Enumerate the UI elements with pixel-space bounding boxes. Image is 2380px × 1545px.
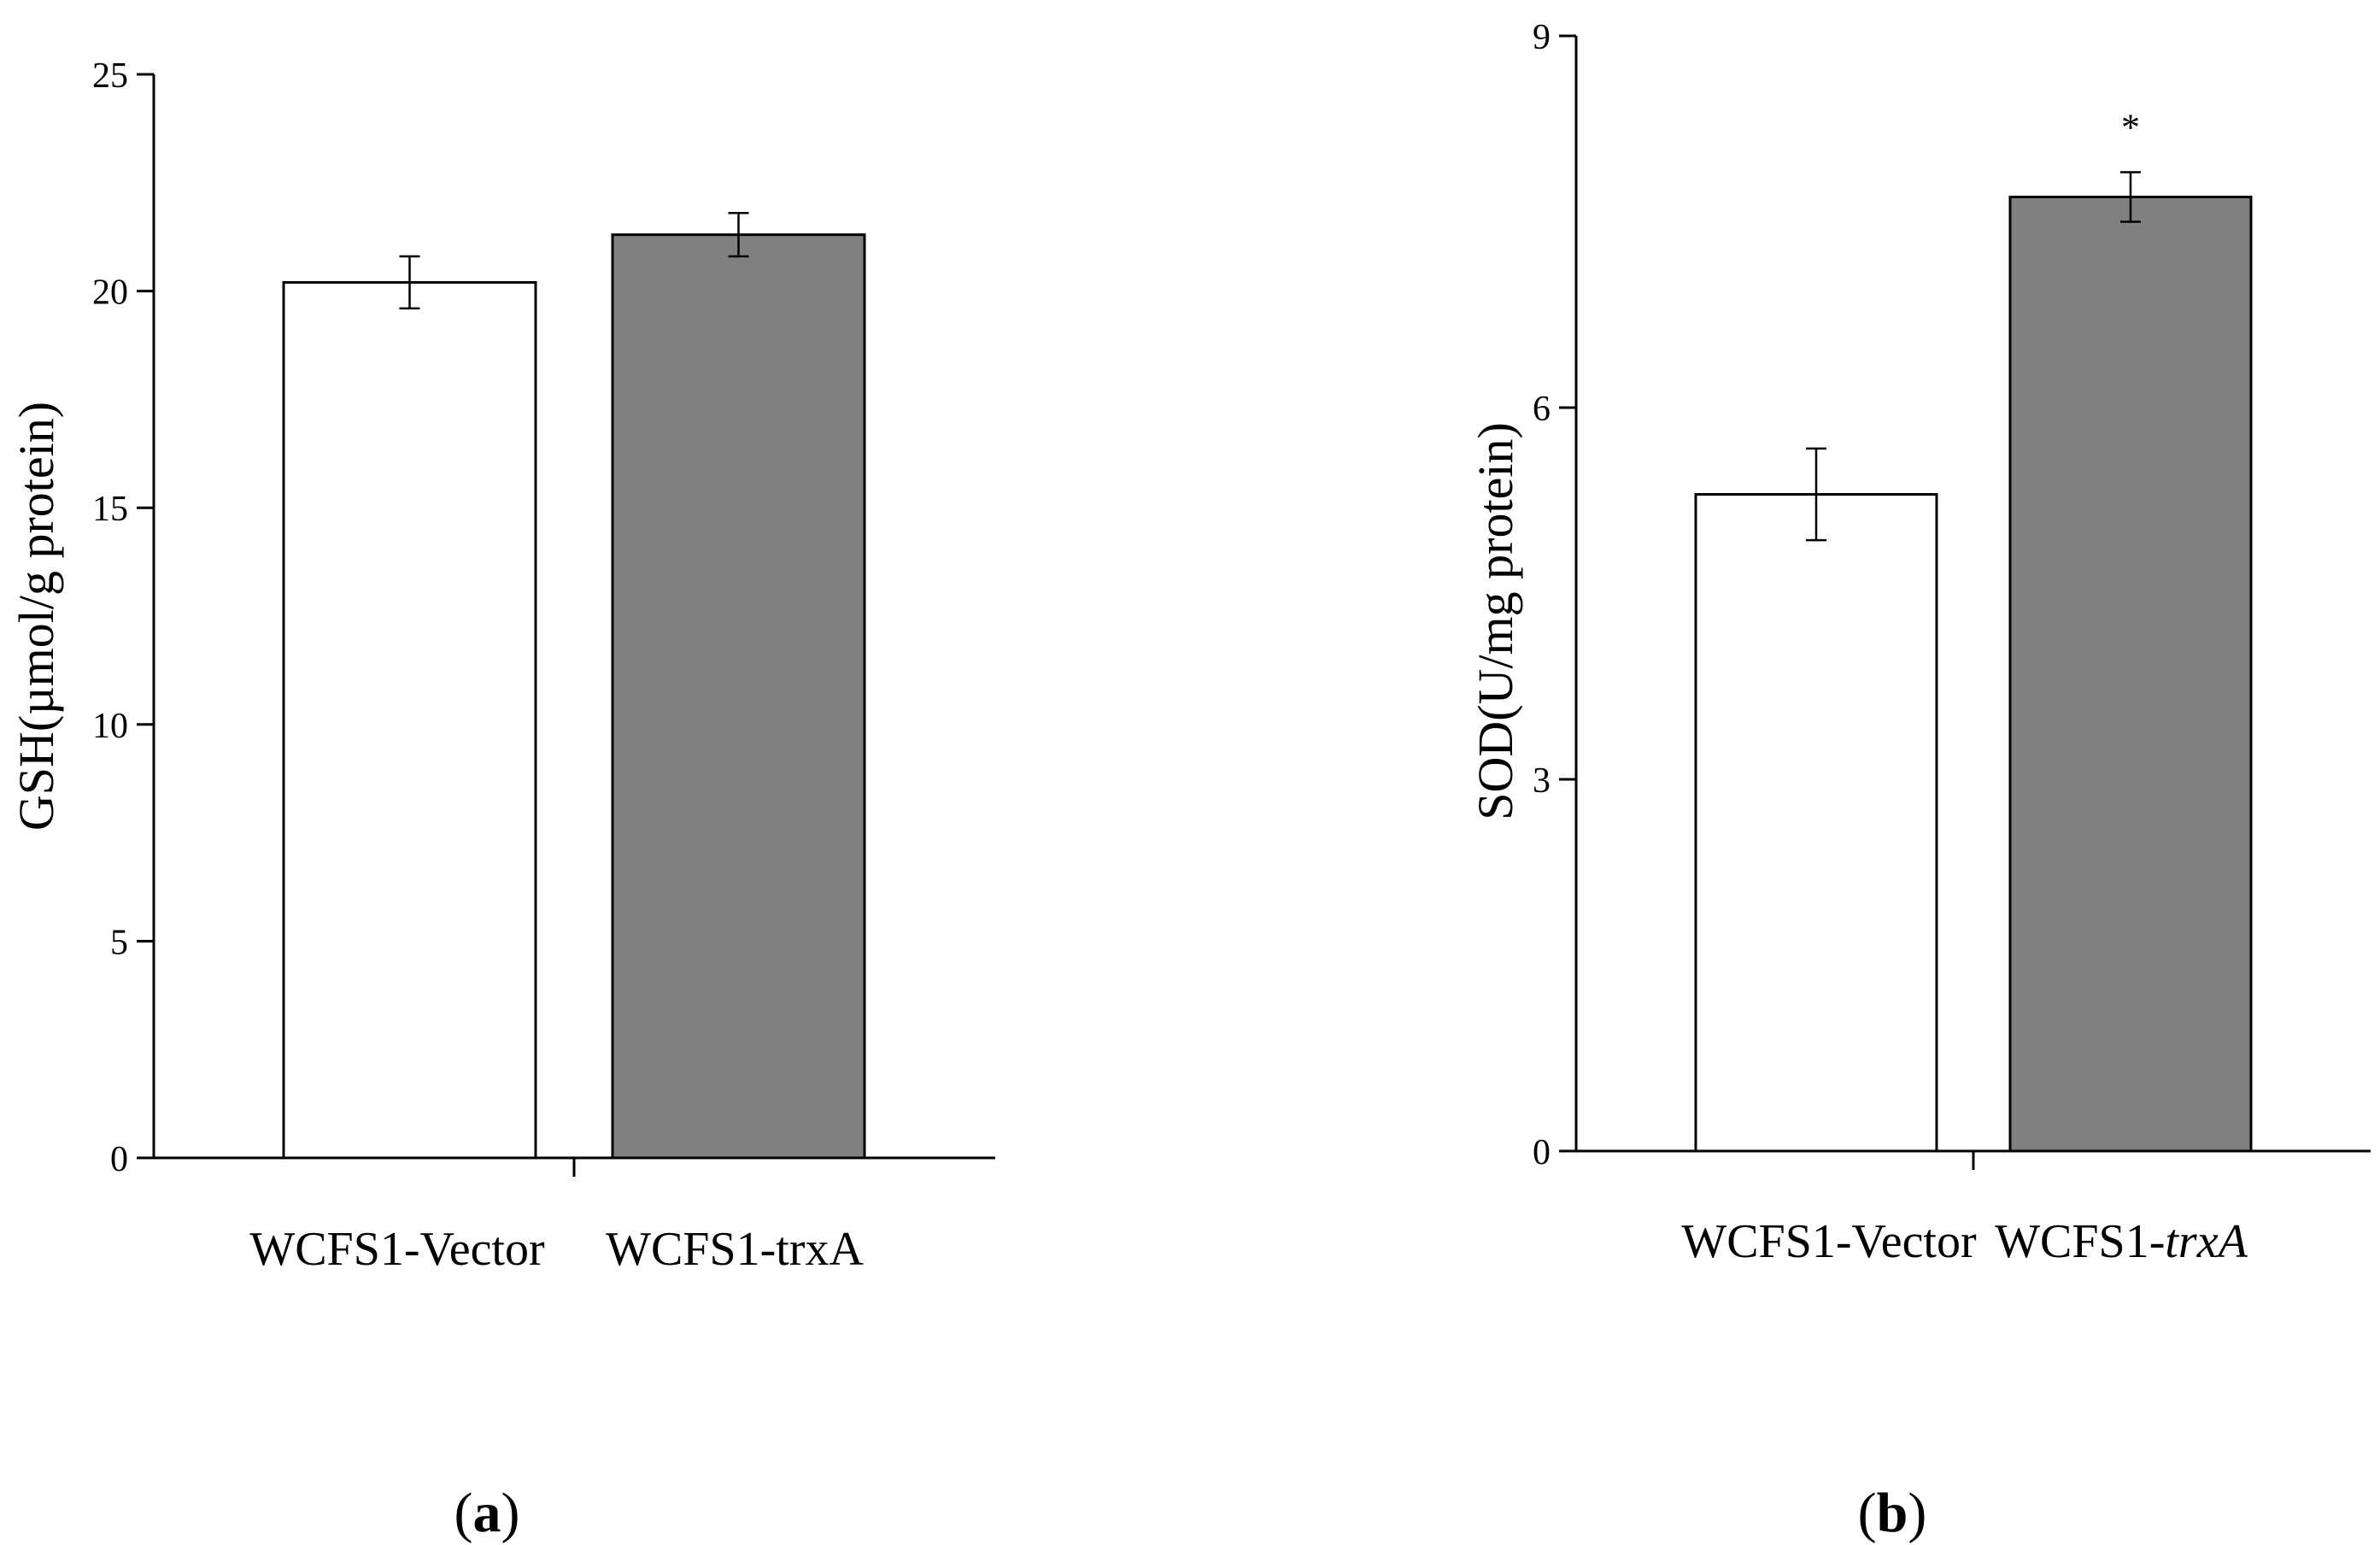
- category-label: WCFS1-trxA: [1995, 1215, 2248, 1268]
- y-tick-label: 20: [92, 273, 128, 313]
- bar: [2008, 196, 2253, 1153]
- y-axis-label: SOD(U/mg protein): [1468, 422, 1523, 820]
- panel-b-chart: 0 3 6 9 SOD(U/mg protein) WCFS1-Vector * WCFS1-…: [1468, 18, 2371, 1544]
- y-tick-label: 0: [1533, 1133, 1551, 1172]
- y-tick-label: 10: [92, 707, 128, 746]
- bar: [282, 280, 537, 1160]
- bar: [611, 233, 866, 1160]
- category-label: WCFS1-Vector: [249, 1223, 545, 1276]
- y-tick-label: 3: [1533, 761, 1551, 801]
- y-axis-label: GSH(µmol/g protein): [9, 402, 64, 831]
- bar: [1694, 493, 1938, 1153]
- panel-a-chart: 0 5 10 15 20 25 GSH(µmol/g protein) WCFS1-Vecto…: [9, 56, 995, 1544]
- category-label: WCFS1-Vector: [1681, 1215, 1977, 1268]
- y-tick-label: 9: [1533, 18, 1551, 57]
- y-tick-label: 25: [92, 56, 128, 96]
- category-label: WCFS1-trxA: [606, 1223, 864, 1276]
- y-tick-label: 15: [92, 490, 128, 529]
- panel-label: (a): [454, 1482, 520, 1544]
- y-tick-label: 6: [1533, 390, 1551, 429]
- y-tick-label: 5: [110, 923, 128, 962]
- y-tick-label: 0: [110, 1140, 128, 1179]
- panel-label: (b): [1858, 1482, 1927, 1544]
- significance-annotation: *: [2121, 107, 2140, 149]
